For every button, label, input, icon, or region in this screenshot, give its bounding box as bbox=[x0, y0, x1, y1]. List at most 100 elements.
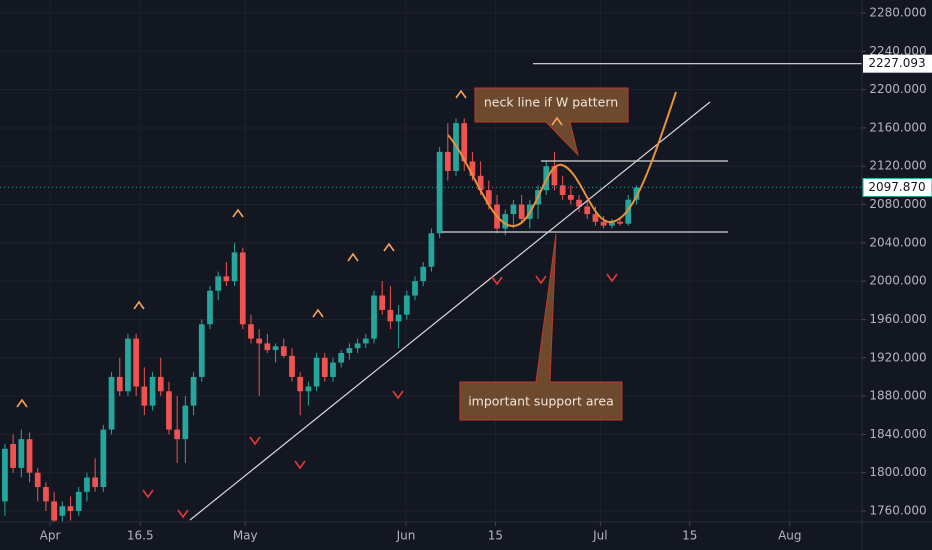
candle-body bbox=[92, 477, 99, 488]
candle-body bbox=[116, 376, 123, 392]
candle-body bbox=[551, 166, 558, 186]
candle-body bbox=[518, 204, 525, 219]
fractal-up bbox=[383, 242, 395, 252]
candle-body bbox=[10, 443, 16, 468]
candle-body bbox=[576, 199, 582, 207]
candle-body bbox=[444, 151, 451, 172]
fractal-markers bbox=[16, 89, 618, 519]
candle-body bbox=[207, 290, 213, 325]
target-label: 2227.093 bbox=[868, 56, 925, 70]
annotation: neck line if W pattern bbox=[484, 95, 618, 110]
candle-body bbox=[485, 190, 492, 205]
candle-body bbox=[256, 338, 263, 344]
y-tick-label: 1920.000 bbox=[869, 350, 926, 364]
callout-support: important support area bbox=[459, 233, 623, 421]
candle-body bbox=[354, 343, 361, 349]
candle-body bbox=[600, 221, 607, 226]
y-tick-label: 2040.000 bbox=[869, 235, 926, 249]
callout-neck: neck line if W pattern bbox=[474, 87, 629, 157]
y-tick-label: 2080.000 bbox=[869, 197, 926, 211]
fractal-up bbox=[312, 308, 324, 318]
last-price-tag bbox=[862, 177, 932, 197]
candle-body bbox=[198, 324, 205, 377]
candle-body bbox=[59, 506, 66, 516]
candle-body bbox=[108, 376, 115, 430]
candle-body bbox=[157, 376, 164, 392]
fractal-up bbox=[551, 116, 563, 126]
fractal-up bbox=[16, 398, 28, 408]
candle-body bbox=[174, 429, 181, 440]
x-tick-label: 15 bbox=[488, 529, 503, 543]
candle-body bbox=[100, 429, 107, 488]
candle-body bbox=[190, 376, 197, 406]
y-tick-label: 1960.000 bbox=[869, 312, 926, 326]
y-tick-label: 2000.000 bbox=[869, 274, 926, 288]
plot-area bbox=[0, 118, 862, 522]
candle-body bbox=[461, 123, 468, 162]
candle-body bbox=[34, 472, 41, 488]
candle-body bbox=[477, 175, 484, 191]
callout-box bbox=[459, 233, 623, 421]
last-price-label: 2097.870 bbox=[868, 180, 925, 194]
y-tick-label: 1880.000 bbox=[869, 389, 926, 403]
candle-body bbox=[403, 295, 410, 315]
candle-body bbox=[51, 501, 58, 521]
candle-body bbox=[297, 376, 304, 392]
fractal-up bbox=[133, 300, 145, 310]
candle-body bbox=[166, 391, 172, 430]
x-tick-label: Jun bbox=[396, 529, 416, 543]
candle-body bbox=[567, 194, 574, 200]
candle-body bbox=[280, 346, 287, 356]
candle-body bbox=[231, 252, 238, 282]
candle-body bbox=[26, 439, 33, 473]
callout-box bbox=[474, 87, 629, 157]
x-tick-label: Aug bbox=[778, 529, 801, 543]
fractal-down bbox=[294, 460, 306, 470]
candle-body bbox=[387, 309, 394, 322]
candle-body bbox=[502, 214, 509, 229]
fractal-up bbox=[232, 208, 244, 218]
candle-body bbox=[469, 161, 476, 176]
y-tick-label: 1840.000 bbox=[869, 427, 926, 441]
axes: 1760.000 1800.000 1840.000 1880.000 1920.000… bbox=[40, 6, 932, 543]
candle-body bbox=[313, 357, 320, 387]
candle-body bbox=[141, 386, 148, 406]
candle-body bbox=[510, 204, 517, 215]
x-tick-label: 15 bbox=[682, 529, 697, 543]
y-tick-label: 1800.000 bbox=[869, 465, 926, 479]
drawings bbox=[189, 63, 862, 521]
candle-body bbox=[182, 405, 189, 440]
candle-body bbox=[330, 362, 336, 377]
fractal-down bbox=[249, 436, 261, 446]
candle-body bbox=[305, 386, 312, 392]
y-tick-label: 2200.000 bbox=[869, 82, 926, 96]
x-tick-label: May bbox=[233, 529, 258, 543]
candle-body bbox=[625, 199, 632, 224]
candle-body bbox=[75, 491, 82, 511]
candle-body bbox=[215, 276, 222, 291]
candle-body bbox=[379, 295, 386, 310]
candle-body bbox=[592, 214, 599, 222]
candle-body bbox=[125, 338, 131, 392]
x-tick-label: Jul bbox=[592, 529, 607, 543]
candle-body bbox=[18, 439, 25, 468]
fractal-down bbox=[142, 489, 154, 499]
grid bbox=[0, 0, 862, 522]
candle-body bbox=[428, 233, 435, 267]
candle-body bbox=[436, 151, 443, 234]
candle-body bbox=[149, 376, 156, 406]
candle-body bbox=[346, 348, 353, 353]
fractal-down bbox=[392, 390, 404, 400]
annotation: important support area bbox=[468, 394, 614, 409]
candle-body bbox=[321, 357, 328, 377]
candle-body bbox=[338, 352, 345, 363]
candle-body bbox=[84, 477, 90, 492]
fractal-down bbox=[606, 273, 618, 283]
candle-body bbox=[617, 221, 623, 224]
candle-body bbox=[362, 338, 369, 344]
fractal-up bbox=[347, 252, 359, 262]
candle-body bbox=[559, 185, 566, 195]
candle-body bbox=[420, 266, 427, 282]
